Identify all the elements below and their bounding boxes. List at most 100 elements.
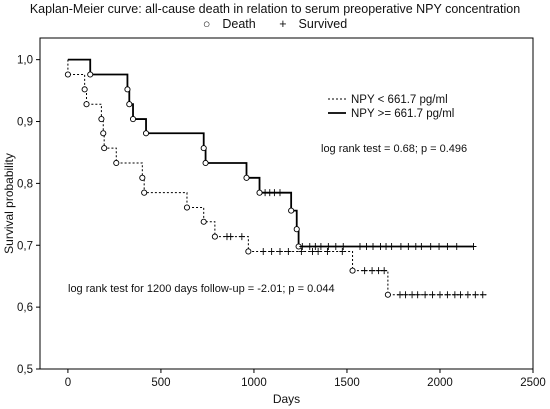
censor-marker [388, 242, 395, 250]
censor-marker [444, 242, 451, 250]
censor-marker [444, 291, 451, 299]
censor-marker [370, 242, 377, 250]
censor-marker [361, 267, 368, 275]
death-marker [83, 101, 90, 108]
censor-marker [422, 291, 429, 299]
death-marker [349, 267, 356, 274]
censor-marker [271, 189, 278, 197]
censor-marker [324, 247, 331, 255]
censor-marker [238, 233, 245, 241]
censor-marker [332, 242, 339, 250]
censor-marker [309, 247, 316, 255]
death-marker [124, 86, 131, 93]
censor-marker [312, 242, 319, 250]
censor-marker [315, 247, 322, 255]
death-marker-icon: ○ [202, 17, 211, 31]
x-tick-label: 0 [65, 377, 71, 389]
x-tick-label: 500 [151, 377, 170, 389]
death-legend-label: Death [222, 17, 256, 31]
censor-marker [402, 291, 409, 299]
x-tick-label: 2000 [427, 377, 453, 389]
censor-marker-icon: + [279, 17, 287, 31]
marker-legend: ○ Death + Survived [0, 17, 550, 31]
death-marker [256, 189, 263, 196]
censor-marker [429, 291, 436, 299]
censor-marker [479, 291, 486, 299]
censor-marker [317, 242, 324, 250]
death-marker [141, 189, 148, 196]
death-marker [202, 159, 209, 167]
y-axis-label: Survival probability [2, 153, 16, 254]
x-tick-label: 1500 [334, 377, 360, 389]
death-marker [293, 226, 300, 233]
censor-marker [268, 247, 275, 255]
death-marker [211, 233, 218, 240]
death-marker [139, 174, 146, 181]
death-marker [98, 115, 105, 123]
censor-marker [472, 291, 479, 299]
death-marker [113, 159, 120, 167]
death-marker [101, 145, 108, 152]
y-tick-label: 0,9 [17, 117, 33, 129]
censor-marker [418, 242, 425, 250]
death-marker [100, 130, 107, 137]
death-marker [183, 204, 191, 211]
y-tick-label: 0,5 [17, 364, 33, 376]
censor-marker [405, 242, 412, 250]
censor-marker [363, 242, 370, 250]
censor-marker [451, 291, 458, 299]
censor-marker [260, 247, 267, 255]
series-npy-low [64, 59, 487, 299]
y-tick-label: 1,0 [17, 55, 33, 67]
censor-marker [276, 247, 283, 255]
censor-marker [227, 233, 234, 241]
x-tick-label: 1000 [241, 377, 267, 389]
series-npy-high [67, 58, 477, 250]
log-rank-1200-annotation: log rank test for 1200 days follow-up = … [68, 283, 335, 295]
y-tick-label: 0,7 [17, 240, 33, 252]
censor-marker [427, 242, 434, 250]
death-marker [245, 248, 252, 255]
death-marker [288, 207, 295, 214]
censor-marker [325, 242, 332, 250]
censor-marker [375, 267, 382, 275]
censor-marker [412, 242, 419, 250]
death-marker [384, 291, 391, 298]
censor-marker [356, 242, 363, 250]
censor-marker [414, 291, 421, 299]
death-marker [200, 145, 207, 152]
plot-frame [39, 37, 534, 370]
censor-marker [306, 242, 313, 250]
censor-marker [285, 247, 292, 255]
death-marker [81, 86, 88, 93]
censor-marker [457, 291, 464, 299]
death-marker [129, 115, 137, 123]
censor-marker [409, 291, 416, 299]
censor-marker [470, 242, 477, 250]
legend-label-npy-high: NPY >= 661.7 pg/ml [351, 108, 454, 120]
censor-legend-label: Survived [298, 17, 348, 31]
censor-marker [436, 291, 443, 299]
death-marker [200, 218, 207, 225]
death-marker [64, 71, 71, 78]
x-axis-label: Days [273, 392, 300, 406]
death-marker [142, 130, 150, 137]
y-tick-label: 0,6 [17, 302, 33, 314]
legend-label-npy-low: NPY < 661.7 pg/ml [351, 94, 448, 106]
censor-marker [436, 242, 443, 250]
censor-marker [453, 242, 460, 250]
y-tick-label: 0,8 [17, 178, 33, 190]
x-tick-label: 2500 [520, 377, 546, 389]
log-rank-annotation: log rank test = 0.68; p = 0.496 [321, 143, 467, 155]
series-legend: NPY < 661.7 pg/ml NPY >= 661.7 pg/ml [328, 94, 454, 120]
censor-marker [298, 247, 305, 255]
censor-marker [396, 291, 403, 299]
censor-marker [299, 242, 306, 250]
chart-title: Kaplan-Meier curve: all-cause death in r… [29, 2, 521, 16]
death-marker [87, 71, 94, 78]
censor-marker [397, 242, 404, 250]
censor-marker [339, 247, 346, 255]
censor-marker [464, 291, 471, 299]
death-marker [126, 101, 133, 108]
death-marker [243, 174, 250, 181]
